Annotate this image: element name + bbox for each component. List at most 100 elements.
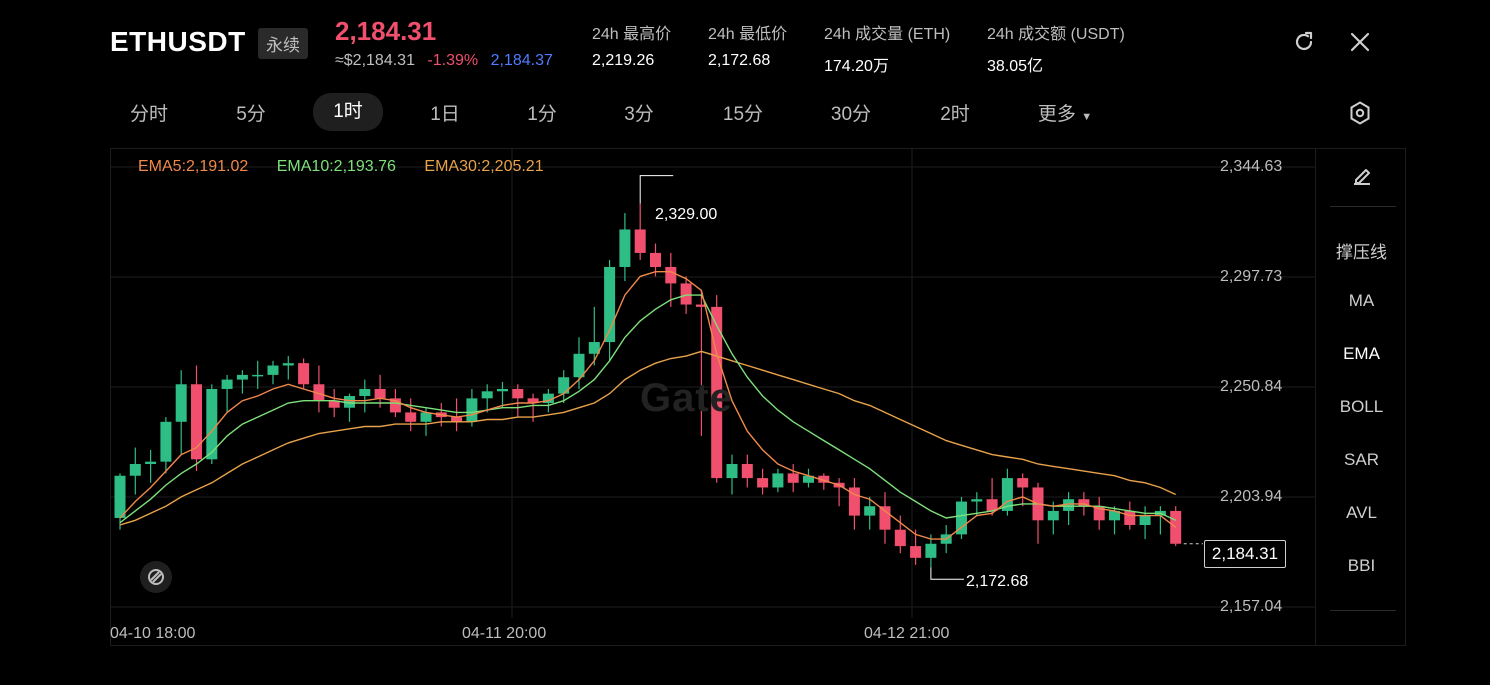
ema10-legend: EMA10:2,193.76: [276, 158, 396, 175]
candle-body: [695, 304, 707, 307]
stat-label: 24h 最高价: [592, 26, 672, 43]
candle-body: [894, 529, 906, 547]
tab-3m[interactable]: 3分: [624, 104, 654, 125]
candle-body: [451, 417, 463, 422]
y-tick-label: 2,344.63: [1220, 158, 1283, 175]
indicator-avl[interactable]: AVL: [1346, 503, 1377, 522]
tab-time-sharing[interactable]: 分时: [129, 104, 168, 125]
candle-body: [481, 391, 493, 399]
candle-body: [282, 363, 294, 366]
candle-body: [252, 374, 264, 377]
y-tick-label: 2,250.84: [1220, 378, 1283, 395]
candle-body: [1047, 510, 1059, 521]
candle-body: [711, 306, 723, 479]
ema5-line: [119, 270, 1177, 540]
indicator-boll[interactable]: BOLL: [1339, 397, 1384, 416]
candle-body: [420, 412, 432, 422]
candle-body: [466, 398, 478, 422]
candle-body: [726, 464, 738, 479]
candle-body: [145, 461, 157, 465]
candle-body: [512, 388, 524, 399]
usd-value: ≈$2,184.31: [335, 52, 415, 69]
stat-value: 2,172.68: [708, 52, 771, 69]
candle-body: [558, 377, 570, 394]
candle-body: [634, 229, 646, 253]
candle-body: [910, 546, 922, 558]
candle-body: [864, 506, 876, 516]
candle-body: [542, 393, 554, 404]
candle-body: [114, 475, 126, 518]
indicator-bbi[interactable]: BBI: [1347, 556, 1376, 575]
candle-body: [1124, 510, 1136, 525]
x-tick-label: 04-11 20:00: [462, 625, 547, 642]
candle-body: [818, 475, 830, 483]
candle-body: [344, 395, 355, 408]
stat-24h-volume: 24h 成交量 (ETH) 174.20万: [824, 20, 950, 76]
indicator-support-resistance[interactable]: 撑压线: [1336, 243, 1387, 262]
indicator-sar[interactable]: SAR: [1344, 450, 1379, 469]
candle-body: [680, 283, 692, 305]
ema-legend: EMA5:2,191.02 EMA10:2,193.76 EMA30:2,205…: [138, 158, 568, 176]
crosshair-toggle-icon[interactable]: [140, 561, 172, 593]
candle-body: [757, 478, 769, 488]
stat-value: 2,219.26: [592, 52, 655, 69]
candlestick-chart[interactable]: [110, 148, 1315, 646]
y-tick-label: 2,297.73: [1220, 268, 1283, 285]
candle-body: [1001, 478, 1013, 511]
indicator-ma[interactable]: MA: [1348, 291, 1375, 310]
refresh-icon[interactable]: [1291, 29, 1317, 55]
candle-body: [665, 266, 677, 284]
candle-body: [1109, 510, 1120, 521]
tab-more[interactable]: 更多 ▼: [1030, 100, 1100, 130]
candle-body: [803, 475, 814, 483]
tab-2h[interactable]: 2时: [940, 104, 970, 125]
high-marker-line: [639, 175, 674, 204]
candle-body: [971, 499, 983, 502]
tab-1m[interactable]: 1分: [527, 104, 557, 125]
chart-panel[interactable]: [110, 148, 1406, 646]
ema30-legend: EMA30:2,205.21: [424, 158, 544, 175]
indicator-ema[interactable]: EMA: [1343, 344, 1380, 363]
candle-body: [1170, 510, 1182, 544]
candle-body: [741, 464, 753, 479]
stat-label: 24h 最低价: [708, 26, 788, 43]
perpetual-badge: 永续: [258, 28, 308, 59]
tab-30m[interactable]: 30分: [830, 104, 872, 125]
tab-5m[interactable]: 5分: [236, 104, 266, 125]
candle-body: [787, 473, 799, 483]
tab-1h[interactable]: 1时: [313, 93, 383, 131]
settings-icon[interactable]: [1347, 100, 1373, 126]
tab-more-label: 更多: [1037, 104, 1076, 125]
candle-body: [772, 473, 784, 488]
candle-body: [236, 374, 248, 380]
last-price: 2,184.31: [335, 16, 437, 46]
candle-body: [160, 421, 172, 462]
candle-body: [175, 384, 187, 422]
ema10-line: [119, 294, 1176, 524]
ema30-line: [119, 350, 1176, 526]
candle-body: [1078, 499, 1090, 507]
mark-price: 2,184.37: [490, 52, 553, 69]
candle-body: [1093, 506, 1105, 521]
candle-body: [497, 388, 508, 392]
x-tick-label: 04-10 18:00: [110, 625, 196, 642]
price-change: -1.39%: [427, 52, 479, 69]
close-icon[interactable]: [1347, 29, 1373, 55]
candle-body: [221, 379, 233, 389]
x-tick-label: 04-12 21:00: [864, 625, 950, 642]
candle-body: [374, 388, 386, 399]
indicator-sidebar: 撑压线 MA EMA BOLL SAR AVL BBI: [1315, 148, 1406, 646]
current-price-label: 2,184.31: [1204, 540, 1286, 568]
tab-15m[interactable]: 15分: [722, 104, 764, 125]
candle-body: [588, 342, 600, 354]
candle-body: [191, 384, 202, 460]
candle-body: [328, 400, 340, 408]
high-price-annotation: 2,329.00: [655, 206, 718, 223]
candle-body: [1017, 478, 1029, 488]
tab-1d[interactable]: 1日: [430, 104, 460, 125]
stat-24h-turnover: 24h 成交额 (USDT) 38.05亿: [987, 20, 1125, 76]
candle-body: [879, 506, 891, 530]
candle-body: [1139, 515, 1151, 525]
pencil-icon[interactable]: [1316, 164, 1407, 193]
candle-body: [267, 365, 279, 375]
